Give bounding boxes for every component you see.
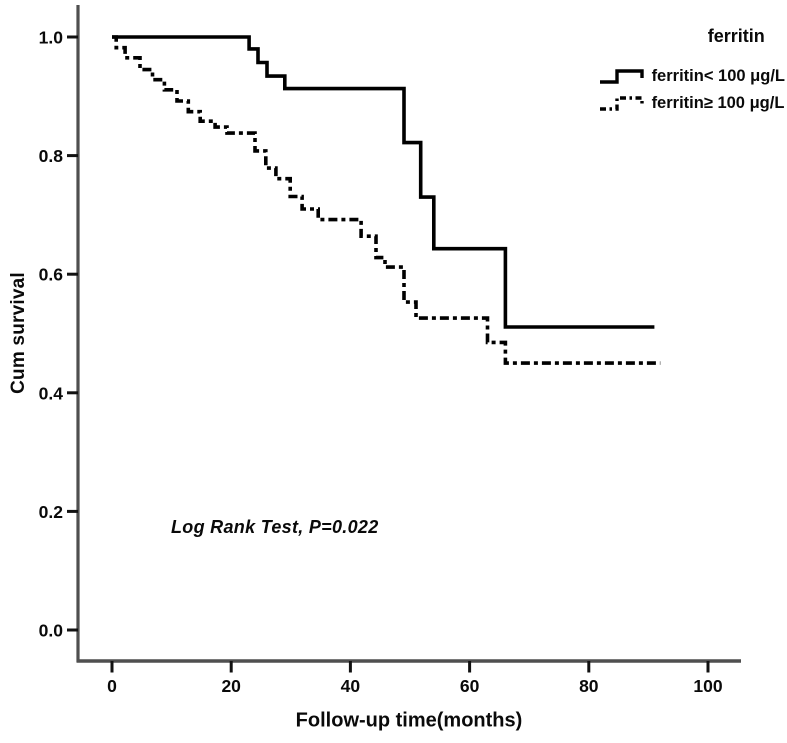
legend: ferritin ferritin< 100 μg/L ferritin≥ 10… xyxy=(598,26,785,117)
legend-entry-dashed: ferritin≥ 100 μg/L xyxy=(598,90,785,117)
solid-step-line-icon xyxy=(599,68,644,84)
y-tick-label: 0.2 xyxy=(39,502,64,522)
x-tick-label: 20 xyxy=(221,676,241,696)
x-tick-label: 60 xyxy=(460,676,480,696)
dashed-step-line-icon xyxy=(599,95,644,111)
y-axis-title: Cum survival xyxy=(8,272,29,394)
x-tick-label: 80 xyxy=(579,676,599,696)
y-tick-label: 0.4 xyxy=(39,383,64,403)
survival-curve-solid xyxy=(112,35,655,329)
x-tick-label: 40 xyxy=(341,676,361,696)
log-rank-annotation: Log Rank Test, P=0.022 xyxy=(171,517,379,537)
y-tick-label: 0.0 xyxy=(39,621,64,641)
x-axis-title: Follow-up time(months) xyxy=(295,709,523,732)
y-tick-label: 0.6 xyxy=(39,265,64,285)
y-tick-label: 1.0 xyxy=(39,28,64,48)
legend-entry-solid: ferritin< 100 μg/L xyxy=(598,63,785,90)
legend-title: ferritin xyxy=(707,26,765,46)
x-tick-label: 0 xyxy=(107,676,117,696)
legend-label-solid: ferritin< 100 μg/L xyxy=(651,67,785,85)
x-tick-label: 100 xyxy=(693,676,722,696)
survival-curve-dash-dot xyxy=(112,35,661,365)
y-tick-label: 0.8 xyxy=(39,146,64,166)
legend-label-dashed: ferritin≥ 100 μg/L xyxy=(651,94,785,112)
